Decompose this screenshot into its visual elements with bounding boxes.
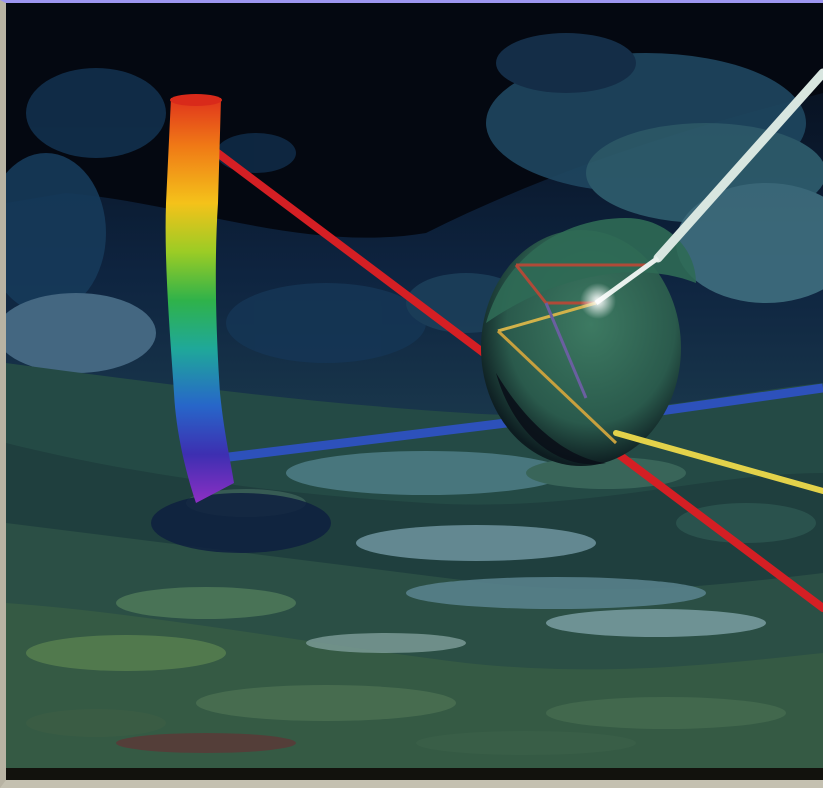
spectrum-bar (165, 98, 234, 503)
upper-clouds (6, 33, 823, 373)
spectrum-shadow (151, 493, 331, 553)
prism-scene-image (6, 3, 823, 780)
bottom-dark-band (6, 768, 823, 780)
prism-sphere (481, 218, 696, 466)
spectrum-bar-top (170, 94, 222, 106)
beam-glow (580, 283, 616, 319)
yellow-beam (613, 430, 823, 494)
white-beam (653, 68, 823, 263)
